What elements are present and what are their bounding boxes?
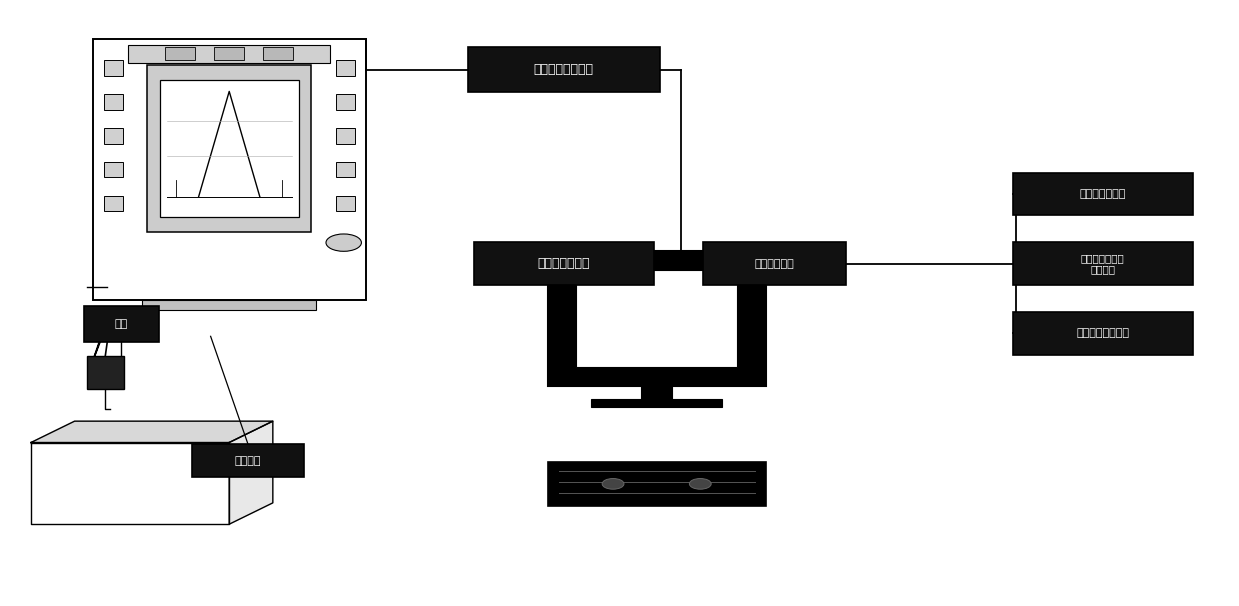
Bar	[1014, 173, 1192, 215]
Bar	[548, 251, 766, 386]
Bar	[704, 242, 845, 285]
Bar	[336, 128, 354, 144]
Text: 超声相控阵检测仪: 超声相控阵检测仪	[534, 63, 593, 76]
Polygon shape	[31, 421, 273, 442]
Bar	[160, 81, 299, 217]
Bar	[336, 94, 354, 110]
Bar	[548, 462, 766, 506]
Polygon shape	[229, 421, 273, 524]
Bar	[642, 386, 672, 399]
Circle shape	[602, 479, 624, 489]
Bar	[104, 162, 123, 178]
Bar	[84, 306, 159, 342]
Text: 缺陷判断与识别: 缺陷判断与识别	[1079, 189, 1126, 199]
Bar	[129, 45, 330, 63]
Bar	[142, 300, 316, 310]
Bar	[104, 128, 123, 144]
Bar	[336, 162, 354, 178]
Polygon shape	[31, 442, 229, 524]
Circle shape	[326, 234, 362, 251]
Bar	[336, 60, 354, 76]
Text: 图像处理系统: 图像处理系统	[755, 259, 794, 268]
Bar	[473, 242, 654, 285]
Bar	[591, 399, 722, 407]
Text: 待测工件: 待测工件	[234, 456, 261, 465]
Circle shape	[689, 479, 711, 489]
Bar	[336, 196, 354, 211]
Text: 缺陷位置、面积
参数提取: 缺陷位置、面积 参数提取	[1080, 253, 1125, 275]
Bar	[93, 39, 366, 300]
Bar	[263, 47, 294, 60]
Bar	[468, 47, 659, 93]
Bar	[165, 47, 196, 60]
Bar	[192, 444, 304, 478]
Bar	[1014, 312, 1192, 355]
Bar	[104, 60, 123, 76]
Bar	[214, 47, 244, 60]
Text: 探头: 探头	[115, 319, 128, 329]
Text: 数据采集与传输: 数据采集与传输	[538, 257, 590, 270]
Text: 三维重建、求体积: 三维重建、求体积	[1077, 328, 1129, 338]
Bar	[147, 65, 311, 232]
Bar	[87, 356, 124, 390]
Bar	[104, 94, 123, 110]
Bar	[1014, 242, 1192, 285]
Bar	[576, 270, 737, 367]
Bar	[104, 196, 123, 211]
